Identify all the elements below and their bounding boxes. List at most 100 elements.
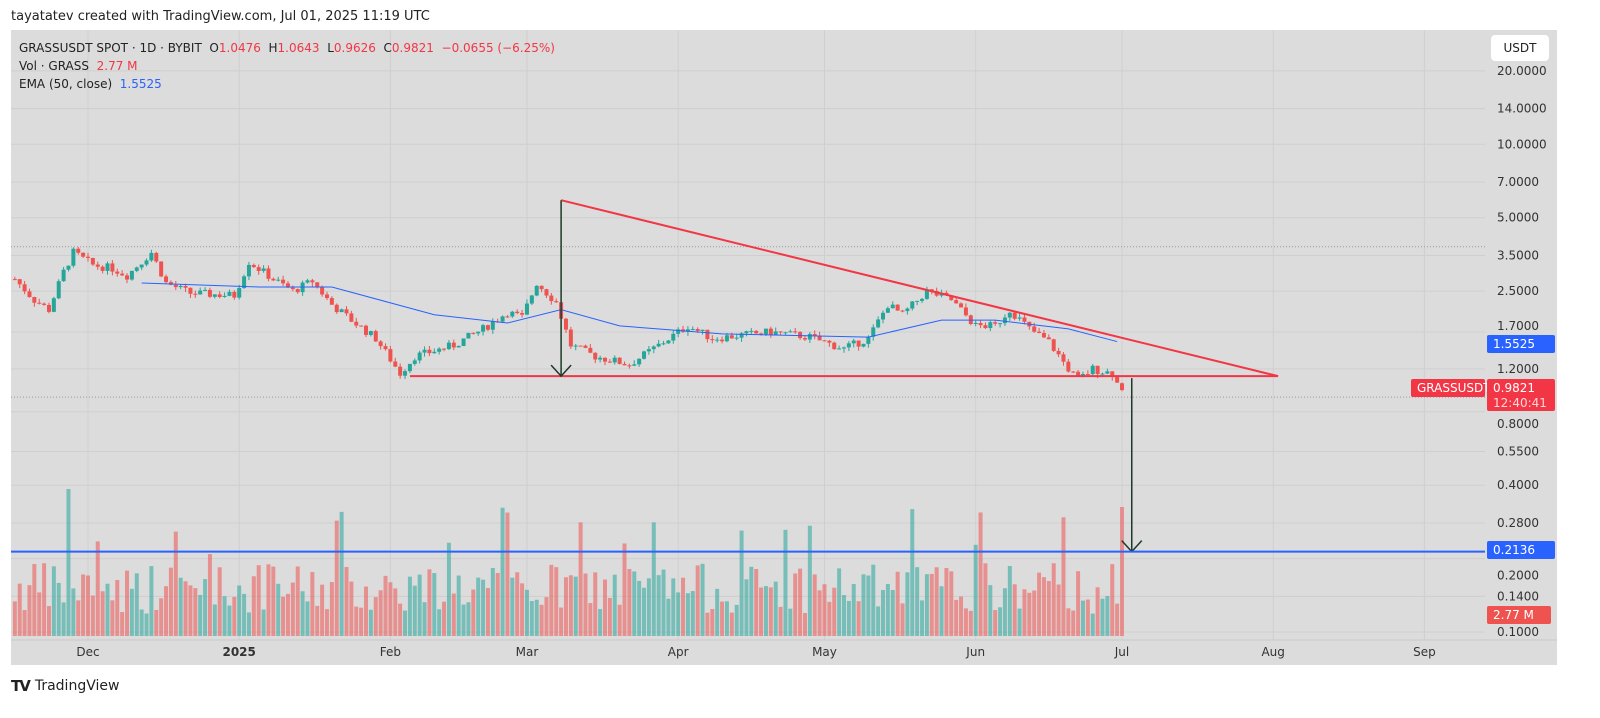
candle-body <box>505 316 510 318</box>
candle-body <box>895 304 900 311</box>
volume-bar <box>90 595 95 636</box>
volume-bar <box>442 601 447 636</box>
high-value: 1.0643 <box>277 41 320 55</box>
candle-body <box>573 345 578 347</box>
candle-body <box>851 340 856 344</box>
candle-body <box>1100 373 1105 375</box>
volume-bar <box>183 581 188 636</box>
candle-body <box>305 280 310 283</box>
candle-body <box>744 331 749 334</box>
volume-bar <box>934 567 939 636</box>
candle-body <box>407 363 412 372</box>
volume-label[interactable]: Vol · GRASS <box>19 59 89 73</box>
volume-bar <box>251 576 256 636</box>
candle-body <box>1090 365 1095 375</box>
volume-bar <box>1095 587 1100 636</box>
candle-body <box>398 366 403 376</box>
volume-bar <box>1076 571 1081 636</box>
c-label: C <box>383 41 392 55</box>
candle-body <box>246 264 251 277</box>
volume-bar <box>378 590 383 636</box>
volume-bar <box>559 607 564 636</box>
close-value: 0.9821 <box>391 41 434 55</box>
candle-body <box>885 308 890 313</box>
volume-bar <box>788 608 793 636</box>
candle-body <box>510 311 515 317</box>
candle-body <box>100 266 105 271</box>
candle-body <box>685 329 690 332</box>
ema-price-label: 1.5525 <box>1493 337 1535 351</box>
candle-body <box>456 345 461 348</box>
volume-bar <box>749 566 754 636</box>
volume-bar <box>915 567 920 636</box>
volume-bar <box>929 573 934 636</box>
candle-body <box>164 276 169 283</box>
volume-bar <box>246 612 251 636</box>
change-value: −0.0655 (−6.25%) <box>441 41 555 55</box>
volume-bar <box>115 579 120 636</box>
volume-bar <box>237 585 242 636</box>
volume-row: Vol · GRASS 2.77 M <box>19 57 555 75</box>
candle-body <box>1056 350 1061 355</box>
volume-bar <box>607 597 612 636</box>
volume-bar <box>71 588 76 636</box>
y-tick-label: 7.0000 <box>1497 175 1539 189</box>
volume-bar <box>690 591 695 636</box>
candle-body <box>968 315 973 324</box>
volume-bar <box>685 593 690 636</box>
h-label: H <box>268 41 278 55</box>
candle-body <box>485 325 490 330</box>
volume-bar <box>910 509 915 636</box>
volume-bar <box>490 567 495 636</box>
candle-body <box>905 308 910 312</box>
candle-body <box>295 289 300 293</box>
candle-body <box>22 284 27 292</box>
volume-bar <box>846 600 851 636</box>
candle-body <box>890 304 895 309</box>
candle-body <box>37 302 42 304</box>
currency-button[interactable]: USDT <box>1491 35 1549 61</box>
volume-bar <box>612 574 617 636</box>
volume-bar <box>1071 610 1076 636</box>
volume-bar <box>505 512 510 636</box>
ema-value: 1.5525 <box>119 77 162 91</box>
ema-label[interactable]: EMA (50, close) <box>19 77 113 91</box>
y-tick-label: 0.1400 <box>1497 589 1539 603</box>
candle-body <box>827 340 832 343</box>
volume-bar <box>866 575 871 636</box>
candle-body <box>466 332 471 339</box>
candle-body <box>598 357 603 360</box>
candle-body <box>159 261 164 277</box>
symbol-label[interactable]: GRASSUSDT SPOT · 1D · BYBIT <box>19 41 202 55</box>
volume-bar <box>1061 517 1066 636</box>
y-tick-label: 5.0000 <box>1497 211 1539 225</box>
volume-bar <box>256 565 261 636</box>
candle-body <box>705 329 710 340</box>
candle-body <box>1095 365 1100 374</box>
volume-bar <box>920 600 925 636</box>
low-value: 0.9626 <box>333 41 376 55</box>
candle-body <box>1105 371 1110 374</box>
candle-body <box>871 327 876 337</box>
candle-body <box>207 289 212 297</box>
volume-bar <box>1100 598 1105 636</box>
volume-bar <box>178 577 183 636</box>
volume-bar <box>203 579 208 636</box>
volume-bar <box>817 590 822 636</box>
volume-bar <box>578 522 583 636</box>
volume-bar <box>798 568 803 636</box>
candle-body <box>715 339 720 341</box>
brand-name: TradingView <box>34 678 120 694</box>
volume-bar <box>1056 584 1061 636</box>
candle-body <box>442 348 447 350</box>
candle-body <box>524 303 529 315</box>
volume-bar <box>17 583 22 636</box>
volume-bar <box>110 600 115 636</box>
candle-body <box>320 286 325 295</box>
volume-bar <box>759 587 764 636</box>
volume-bar <box>134 573 139 636</box>
candle-body <box>949 295 954 301</box>
candle-body <box>412 360 417 364</box>
candle-body <box>973 322 978 324</box>
